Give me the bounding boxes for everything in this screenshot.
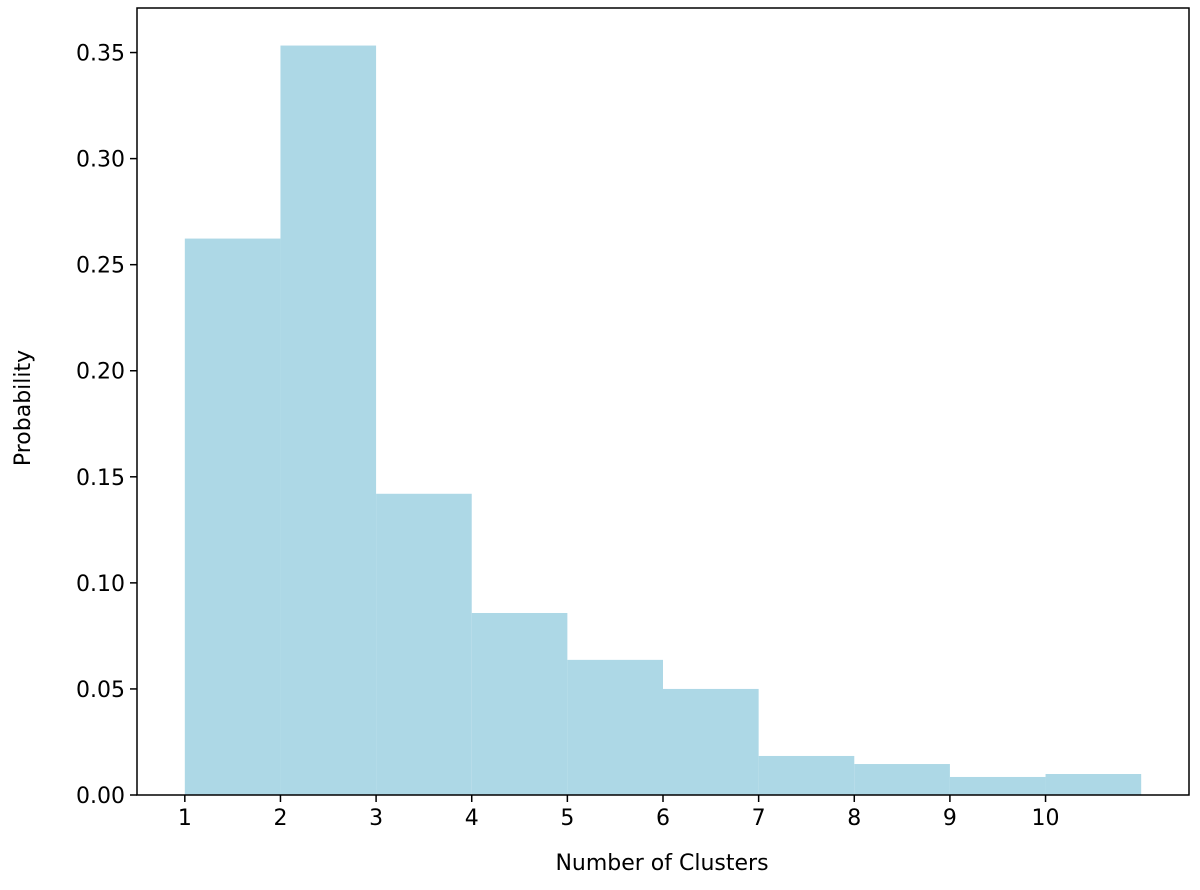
y-axis-label: Probability: [11, 350, 36, 466]
x-tick-label: 9: [943, 806, 957, 831]
x-tick-label: 2: [273, 806, 287, 831]
y-tick-label: 0.30: [76, 148, 125, 173]
x-tick-label: 8: [847, 806, 861, 831]
y-tick-label: 0.05: [76, 678, 125, 703]
x-axis-label: Number of Clusters: [555, 851, 768, 876]
bar: [854, 764, 950, 795]
y-tick-label: 0.00: [76, 784, 125, 809]
x-tick-label: 10: [1032, 806, 1060, 831]
x-tick-label: 5: [560, 806, 574, 831]
bar: [567, 659, 663, 795]
bar: [949, 776, 1046, 795]
x-tick-label: 3: [369, 806, 383, 831]
bar: [376, 493, 472, 795]
bar: [663, 688, 759, 795]
bar: [280, 45, 377, 796]
y-tick-label: 0.20: [76, 360, 125, 385]
bar: [184, 238, 281, 795]
y-tick-label: 0.25: [76, 254, 125, 279]
x-tick-label: 7: [752, 806, 766, 831]
y-tick-label: 0.15: [76, 466, 125, 491]
y-tick-label: 0.35: [76, 42, 125, 67]
bar: [758, 755, 855, 795]
x-tick-label: 6: [656, 806, 670, 831]
x-tick-label: 4: [465, 806, 479, 831]
y-tick-label: 0.10: [76, 572, 125, 597]
x-tick-label: 1: [178, 806, 192, 831]
bar: [1045, 773, 1142, 795]
bar: [471, 612, 568, 795]
plot-frame: [136, 7, 1190, 796]
